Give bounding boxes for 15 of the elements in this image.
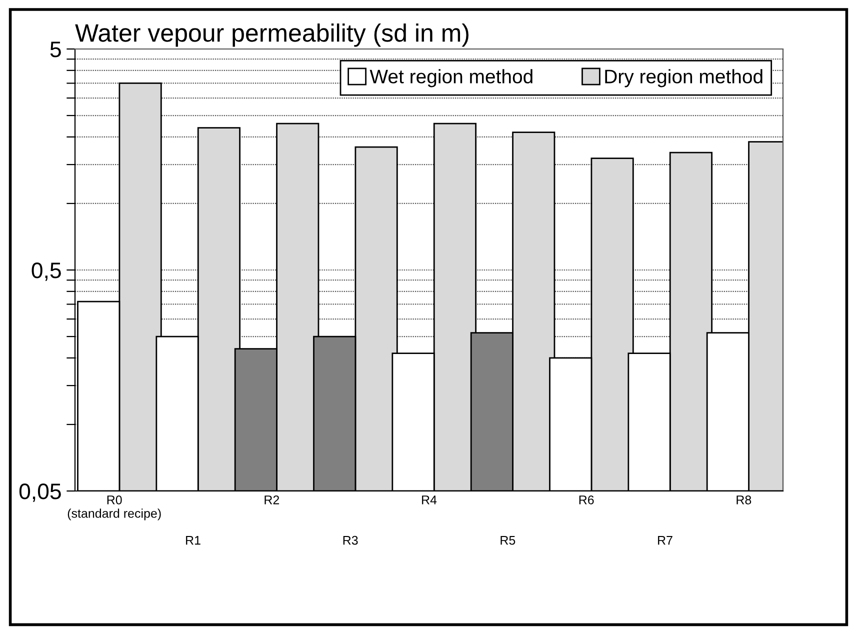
x-tick-label: R6 <box>579 495 594 504</box>
x-tick-label: R7 <box>658 536 672 545</box>
legend-label: Dry region method <box>605 69 762 88</box>
y-tick-label: 0,5 <box>32 262 61 281</box>
x-tick-label: R1 <box>186 536 200 545</box>
x-tick-label: R4 <box>422 496 437 504</box>
y-tick-label: 5 <box>50 42 61 58</box>
x-tick-label: R0 (standard recipe) <box>68 495 161 520</box>
chart-title: Water vepour permeability (sd in m) <box>75 23 468 47</box>
x-tick-label: R5 <box>500 536 516 545</box>
y-tick-label: 0,05 <box>19 484 61 502</box>
x-tick-label: R2 <box>264 495 280 504</box>
x-tick-label: R8 <box>736 495 752 504</box>
x-tick-label: R3 <box>343 536 358 545</box>
legend-label: Wet region method <box>370 69 532 88</box>
